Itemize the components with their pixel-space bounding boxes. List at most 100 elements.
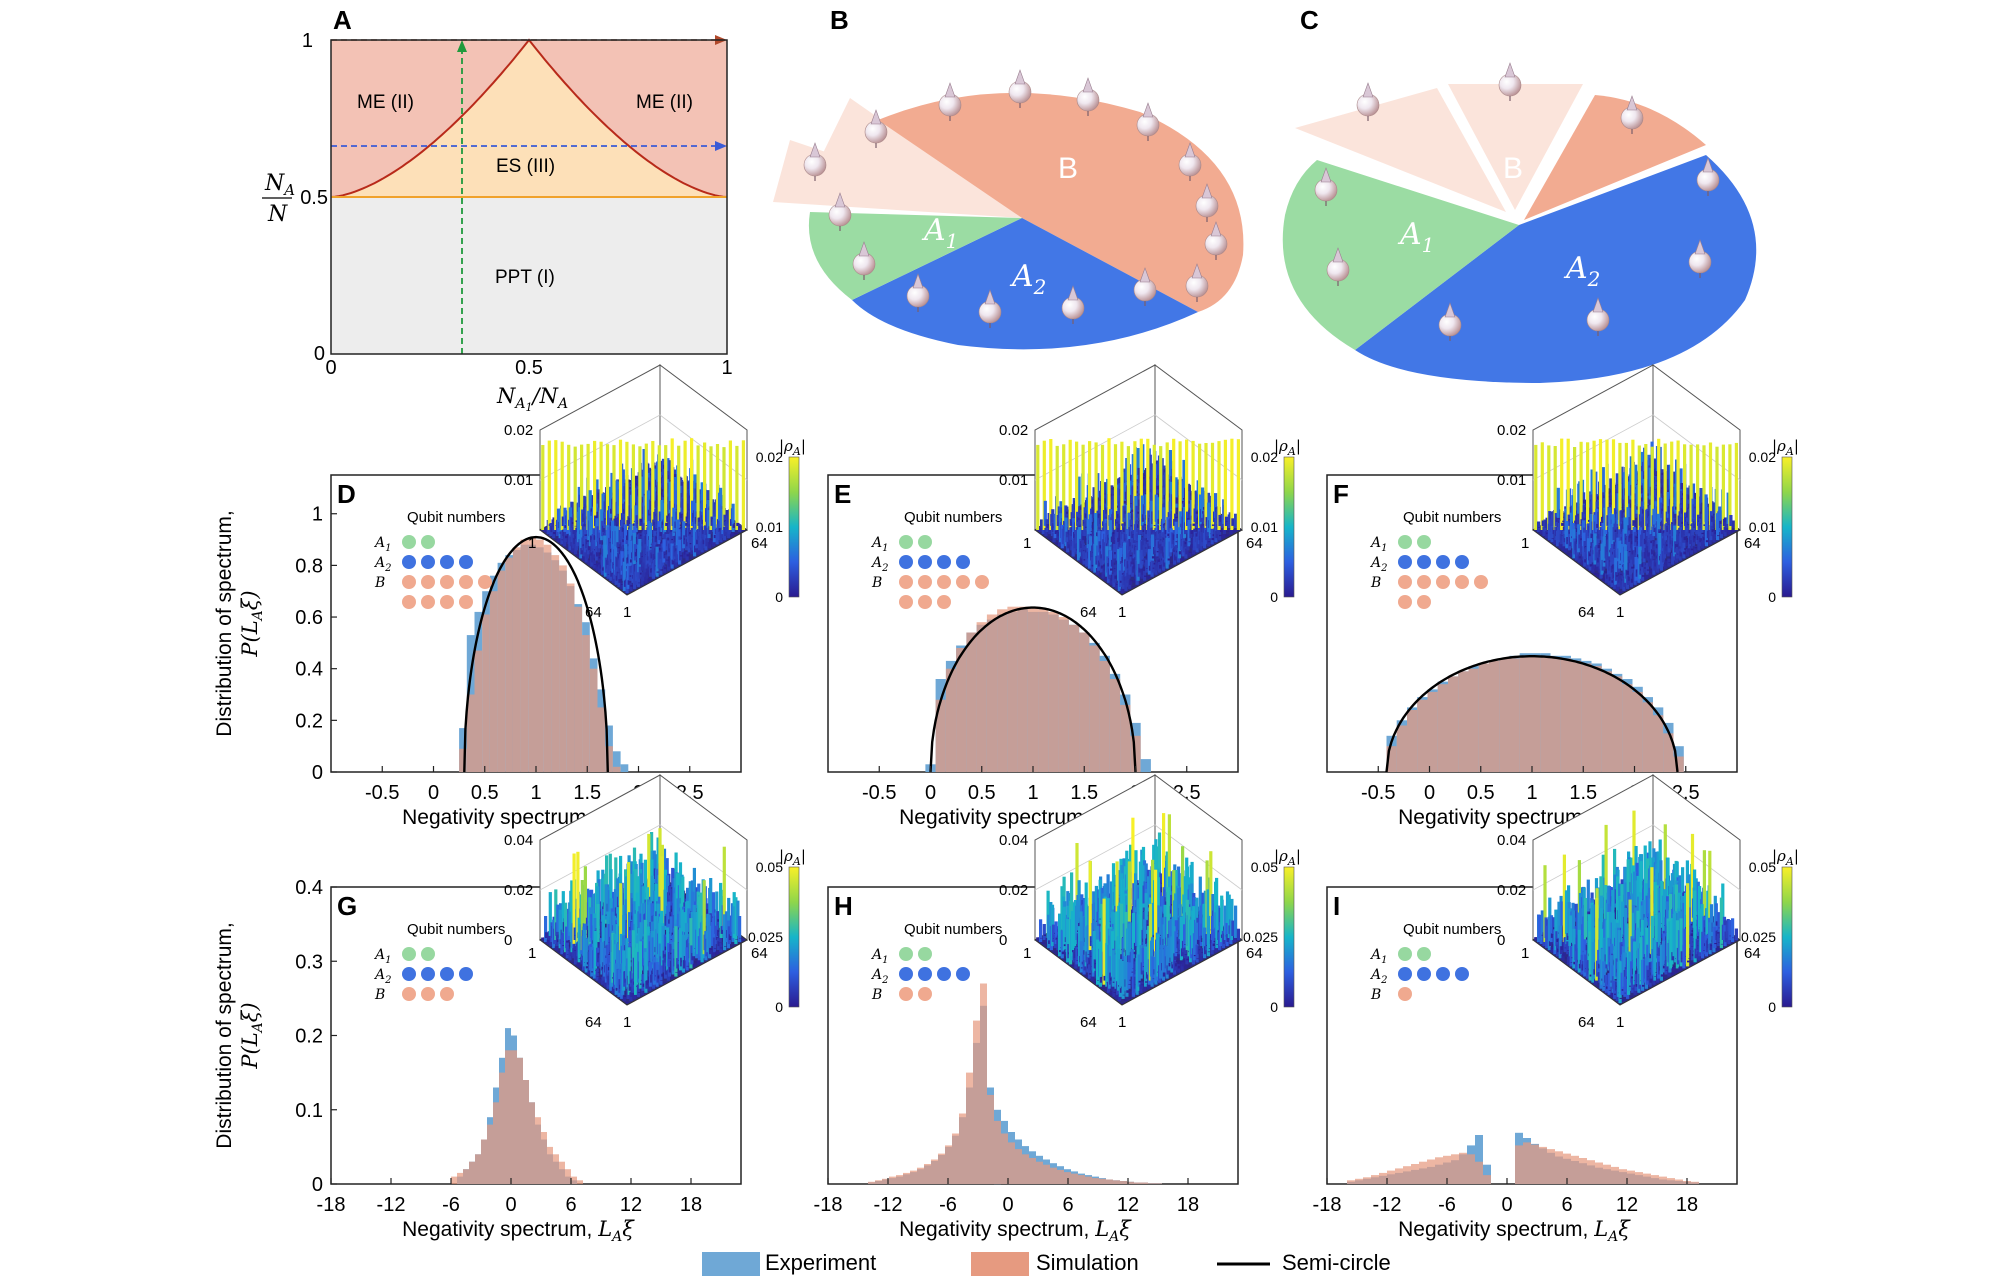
inset-bar	[1597, 544, 1601, 549]
inset-bar	[1111, 488, 1115, 490]
inset-bar	[638, 539, 642, 569]
inset-bar	[1100, 444, 1105, 530]
inset-bar	[1190, 544, 1194, 549]
x-tick-label: -6	[939, 1194, 957, 1216]
inset-bar	[1054, 921, 1058, 944]
inset-bar	[1042, 440, 1046, 530]
inset-bar	[573, 446, 577, 530]
inset-bar	[1717, 535, 1721, 537]
inset-bar	[1097, 513, 1101, 518]
qubit-row-label: B	[374, 987, 385, 1003]
inset-bar	[1123, 542, 1127, 571]
inset-bar	[1160, 543, 1164, 551]
inset-bar	[670, 531, 674, 545]
inset-bar	[1157, 559, 1161, 563]
bar-simulation	[1653, 715, 1664, 772]
inset-bar	[736, 900, 740, 936]
inset-bar	[666, 504, 670, 508]
x-tick-label: 1	[530, 782, 541, 804]
qubit-spin	[978, 289, 1002, 328]
inset-bar	[1129, 539, 1133, 547]
x-tick-label: -18	[317, 1194, 346, 1216]
inset-bar	[696, 548, 700, 555]
inset-bar	[1051, 924, 1056, 942]
inset-bar	[558, 508, 562, 539]
inset-bar	[1614, 529, 1618, 532]
inset-bar	[1660, 489, 1664, 494]
inset-bar	[1642, 575, 1646, 577]
bar-simulation	[987, 1094, 994, 1184]
inset-bar	[618, 439, 623, 530]
inset-bar	[1696, 534, 1700, 541]
bar-simulation	[1437, 684, 1448, 772]
bar-simulation	[565, 1169, 571, 1184]
inset-bar	[607, 574, 611, 575]
inset-bar	[1654, 475, 1658, 490]
inset-bar	[1655, 544, 1659, 549]
inset-bar	[671, 559, 675, 565]
inset-bar	[1040, 519, 1044, 528]
inset-bar	[576, 554, 580, 557]
inset-bar	[626, 563, 630, 589]
inset-bar	[1702, 445, 1706, 530]
inset-bar	[674, 490, 678, 514]
bar-simulation	[980, 983, 987, 1184]
inset-bar	[1589, 564, 1593, 567]
inset-bar	[613, 518, 617, 526]
qubit-dot-b	[1436, 575, 1450, 589]
inset-bar	[674, 477, 678, 504]
inset-bar	[1712, 534, 1716, 543]
y-axis-label-line1: Distribution of spectrum,	[213, 922, 236, 1148]
inset-axis-64-front: 64	[585, 604, 602, 621]
bar-simulation	[1499, 658, 1510, 772]
inset-axis-64-right: 64	[751, 945, 768, 962]
inset-bar	[584, 938, 588, 973]
inset-bar	[1634, 535, 1638, 543]
inset-bar	[1136, 448, 1140, 480]
inset-bar	[718, 528, 722, 532]
pie-c-label-b: B	[1503, 152, 1523, 185]
inset-bar	[711, 540, 715, 547]
inset-bar	[1156, 497, 1160, 528]
inset-bar	[1148, 491, 1152, 508]
inset-bar	[1648, 467, 1652, 500]
inset-bar	[696, 539, 700, 545]
inset-bar	[741, 440, 745, 530]
inset-bar	[1036, 444, 1040, 530]
inset-bar	[653, 501, 657, 508]
inset-bar	[1612, 573, 1616, 579]
inset-bar	[644, 443, 648, 530]
bar-simulation	[536, 539, 544, 772]
inset-axis-64-front: 64	[1080, 604, 1097, 621]
inset-bar	[1573, 447, 1577, 530]
inset-bar	[690, 438, 694, 530]
inset-bar	[1596, 523, 1600, 528]
inset-bar	[1677, 542, 1682, 551]
inset-bar	[1222, 526, 1226, 535]
inset-bar	[1039, 526, 1043, 532]
inset-bar	[653, 468, 657, 498]
inset-bar	[1619, 573, 1624, 575]
inset-bar	[628, 566, 632, 581]
inset-bar	[648, 901, 652, 938]
inset-bar	[643, 859, 647, 906]
inset-axis-1-front: 1	[1118, 604, 1126, 621]
inset-bar	[1647, 511, 1651, 518]
inset-bar	[576, 851, 580, 943]
inset-bar	[1058, 539, 1062, 547]
bar-simulation	[1141, 1182, 1148, 1184]
qubit-spin	[1076, 77, 1100, 116]
inset-bar	[649, 546, 653, 549]
inset-colorbar-tick: 0.02	[1749, 449, 1776, 465]
x-tick-label: 1	[1526, 782, 1537, 804]
bar-simulation	[1085, 1176, 1092, 1184]
inset-bar	[1607, 500, 1611, 508]
bar-simulation	[924, 1164, 931, 1184]
inset-bar	[660, 493, 664, 494]
inset-bar	[668, 460, 672, 476]
inset-bar	[1187, 491, 1191, 508]
inset-bar	[691, 953, 695, 961]
